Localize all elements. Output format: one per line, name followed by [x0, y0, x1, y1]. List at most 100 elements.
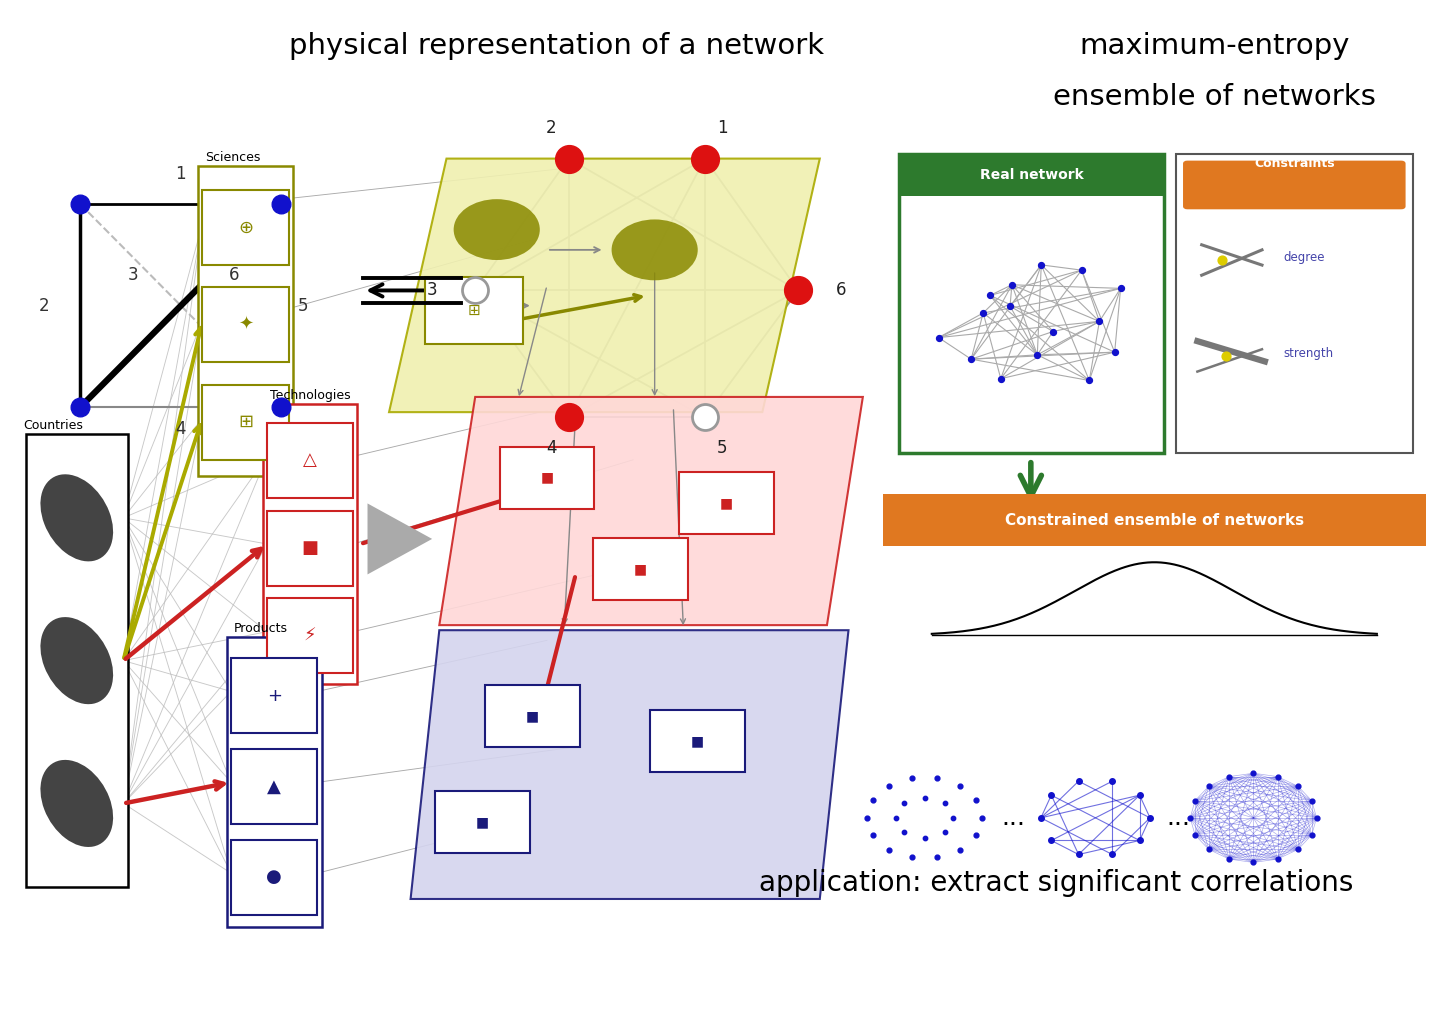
FancyBboxPatch shape — [500, 446, 595, 508]
FancyBboxPatch shape — [593, 538, 688, 600]
Point — [269, 399, 292, 415]
Text: ⊞: ⊞ — [468, 303, 480, 318]
Point — [1025, 347, 1048, 363]
Point — [979, 287, 1002, 303]
FancyBboxPatch shape — [262, 404, 357, 684]
Text: ...: ... — [1002, 805, 1025, 830]
Text: 5: 5 — [298, 297, 308, 314]
Text: 3: 3 — [426, 282, 438, 299]
Point — [926, 770, 949, 786]
Point — [893, 795, 916, 812]
Point — [927, 330, 950, 346]
Point — [1109, 281, 1132, 297]
Text: ...: ... — [1166, 805, 1191, 830]
FancyBboxPatch shape — [266, 423, 353, 498]
Point — [1266, 769, 1289, 785]
Point — [1030, 256, 1053, 273]
Point — [965, 792, 988, 809]
Point — [893, 824, 916, 840]
FancyBboxPatch shape — [266, 511, 353, 586]
Point — [1266, 851, 1289, 868]
Point — [269, 196, 292, 213]
Text: ●: ● — [266, 869, 282, 886]
Point — [1286, 841, 1309, 857]
Point — [949, 778, 972, 794]
Point — [861, 792, 884, 809]
Polygon shape — [410, 631, 848, 899]
Polygon shape — [439, 397, 863, 625]
Circle shape — [612, 220, 698, 281]
Point — [926, 849, 949, 865]
Point — [1214, 348, 1237, 364]
Point — [1218, 769, 1241, 785]
Point — [69, 399, 92, 415]
Text: +: + — [266, 686, 282, 705]
FancyBboxPatch shape — [425, 278, 523, 344]
Text: ⊕: ⊕ — [238, 219, 253, 237]
Text: application: extract significant correlations: application: extract significant correla… — [759, 869, 1354, 897]
Point — [855, 810, 878, 826]
Polygon shape — [367, 503, 432, 575]
Text: △: △ — [304, 452, 317, 470]
Ellipse shape — [40, 617, 114, 704]
Text: ensemble of networks: ensemble of networks — [1053, 82, 1377, 111]
Text: strength: strength — [1283, 347, 1333, 360]
Point — [1001, 277, 1024, 293]
Point — [1040, 787, 1063, 803]
FancyBboxPatch shape — [203, 190, 288, 265]
FancyBboxPatch shape — [485, 685, 580, 746]
Text: maximum-entropy: maximum-entropy — [1080, 32, 1349, 60]
Point — [557, 151, 580, 167]
Text: ■: ■ — [720, 496, 733, 510]
FancyBboxPatch shape — [680, 472, 773, 534]
Point — [1184, 792, 1207, 809]
Text: degree: degree — [1283, 251, 1325, 264]
FancyBboxPatch shape — [26, 434, 128, 887]
Point — [1030, 810, 1053, 826]
Text: Sciences: Sciences — [206, 151, 261, 164]
Point — [786, 283, 809, 299]
FancyBboxPatch shape — [230, 749, 317, 824]
Point — [972, 305, 995, 321]
Text: 6: 6 — [229, 266, 239, 284]
Point — [884, 810, 907, 826]
Point — [933, 824, 956, 840]
Point — [1210, 252, 1233, 268]
Text: Constraints: Constraints — [1254, 158, 1335, 170]
FancyBboxPatch shape — [203, 384, 288, 460]
Text: ✦: ✦ — [238, 316, 253, 334]
Text: 2: 2 — [546, 119, 557, 137]
Point — [1300, 827, 1323, 843]
Ellipse shape — [40, 760, 114, 847]
Point — [1103, 344, 1126, 360]
Text: 6: 6 — [837, 282, 847, 299]
FancyBboxPatch shape — [228, 638, 321, 928]
Text: ⊞: ⊞ — [238, 413, 253, 431]
Point — [1077, 372, 1100, 388]
Text: 2: 2 — [39, 297, 50, 314]
Text: 4: 4 — [176, 420, 186, 438]
FancyBboxPatch shape — [883, 494, 1426, 546]
Point — [959, 351, 982, 367]
Point — [877, 778, 900, 794]
Text: Real network: Real network — [979, 168, 1083, 182]
Text: ■: ■ — [526, 709, 539, 723]
Point — [1197, 841, 1220, 857]
Text: 3: 3 — [128, 266, 138, 284]
FancyBboxPatch shape — [199, 166, 292, 476]
Text: physical representation of a network: physical representation of a network — [288, 32, 824, 60]
FancyBboxPatch shape — [899, 154, 1165, 196]
FancyBboxPatch shape — [1176, 154, 1413, 453]
Point — [1241, 765, 1264, 781]
Text: ■: ■ — [691, 734, 704, 749]
Point — [900, 770, 923, 786]
Point — [1286, 778, 1309, 794]
Text: 1: 1 — [176, 165, 186, 183]
Text: ■: ■ — [540, 471, 553, 484]
Point — [1300, 792, 1323, 809]
Point — [694, 151, 717, 167]
Point — [1067, 773, 1090, 789]
Point — [989, 370, 1012, 386]
Point — [1128, 832, 1151, 848]
Point — [998, 298, 1021, 314]
